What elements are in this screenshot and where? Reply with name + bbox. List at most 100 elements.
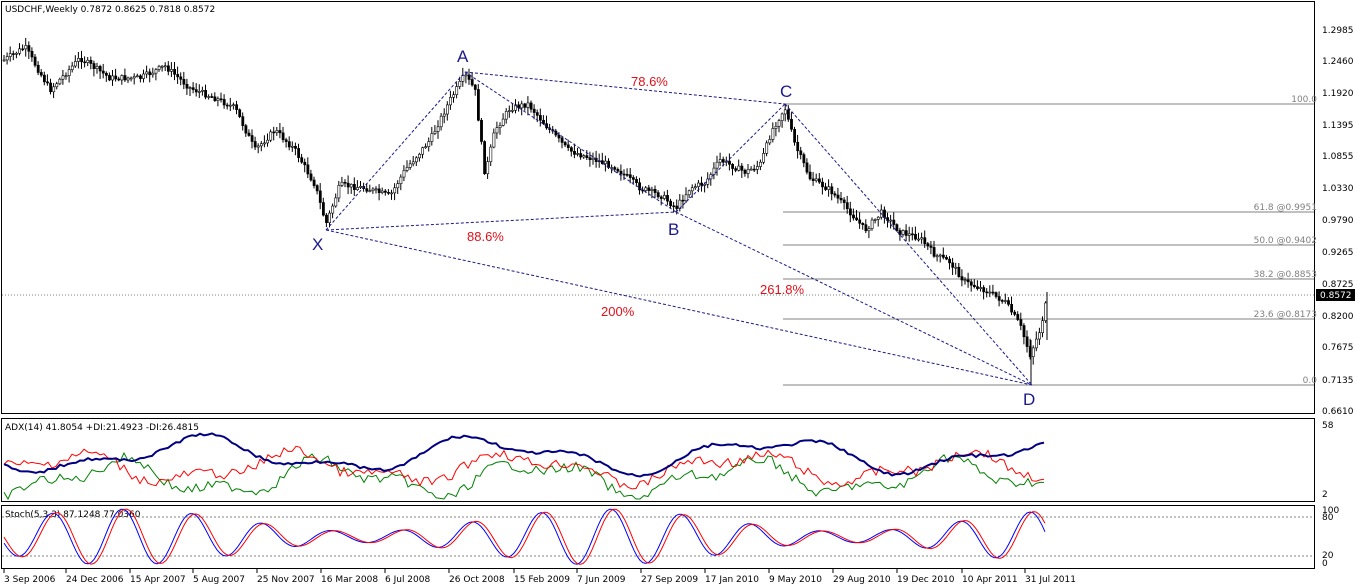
candle-body xyxy=(802,154,806,164)
candle-body xyxy=(464,74,468,77)
candle-body xyxy=(21,48,25,51)
candle-body xyxy=(179,76,183,80)
harmonic-pattern[interactable] xyxy=(325,71,1033,386)
candle-body xyxy=(225,104,229,107)
stoch-panel-frame xyxy=(1,505,1315,569)
candle-body xyxy=(684,194,688,202)
candle-body xyxy=(790,119,793,130)
candle-body xyxy=(421,147,425,155)
candle-body xyxy=(167,65,170,72)
candle-body xyxy=(173,69,177,75)
candle-body xyxy=(241,116,245,126)
candle-body xyxy=(207,96,211,98)
candle-body xyxy=(616,169,620,172)
candle-body xyxy=(151,72,155,76)
main-panel-frame xyxy=(1,1,1315,414)
fibonacci-retracement[interactable]: 100.0 61.8 @0.9951 50.0 @0.9402 38.2 @0.… xyxy=(783,95,1317,386)
candle-body xyxy=(334,197,338,207)
line-ac xyxy=(464,71,786,105)
candle-body xyxy=(870,219,874,229)
stoch-tick-0: 0 xyxy=(1322,559,1328,569)
candle-body xyxy=(737,165,741,171)
candle-body xyxy=(523,103,527,108)
stochastic-indicator xyxy=(3,508,1046,565)
candle-body xyxy=(132,76,136,79)
candle-body xyxy=(414,157,418,163)
line-xb xyxy=(325,211,677,231)
candle-body xyxy=(182,79,186,85)
candle-body xyxy=(269,131,273,141)
time-tick-label: 16 Mar 2008 xyxy=(321,575,378,585)
candle-body xyxy=(774,126,778,129)
candle-body xyxy=(2,59,6,62)
candle-body xyxy=(579,153,583,158)
candle-body xyxy=(185,83,189,89)
candle-body xyxy=(576,153,580,155)
candle-body xyxy=(216,98,220,101)
candle-body xyxy=(842,199,846,203)
price-tick: 1.0855 xyxy=(1322,152,1354,162)
price-tick: 1.0330 xyxy=(1322,184,1354,194)
candle-body xyxy=(489,146,493,162)
candle-body xyxy=(991,291,995,294)
candle-body xyxy=(532,108,536,113)
candle-body xyxy=(666,195,669,202)
ratio-786-label: 78.6% xyxy=(631,74,668,89)
candle-body xyxy=(247,132,251,136)
candle-body xyxy=(294,146,297,149)
point-d-label: D xyxy=(1023,390,1035,409)
candle-body xyxy=(889,219,893,222)
candle-body xyxy=(24,45,28,50)
candle-body xyxy=(569,147,573,152)
stoch-tick-80: 80 xyxy=(1322,513,1334,523)
candle-body xyxy=(929,245,933,248)
candle-body xyxy=(821,181,824,188)
candle-body xyxy=(371,188,375,191)
time-tick-label: 17 Jan 2010 xyxy=(705,575,759,585)
candle-body xyxy=(697,182,700,187)
candle-body xyxy=(920,237,924,240)
candle-body xyxy=(287,141,291,148)
candle-body xyxy=(855,217,859,221)
candle-body xyxy=(194,89,198,93)
candle-body xyxy=(117,78,121,81)
candle-body xyxy=(418,153,421,159)
candle-body xyxy=(27,45,31,52)
candle-body xyxy=(101,70,105,74)
candle-body xyxy=(145,71,149,75)
candle-body xyxy=(641,189,645,192)
candle-body xyxy=(480,119,483,142)
candle-body xyxy=(830,186,834,195)
candle-body xyxy=(278,130,282,134)
candle-body xyxy=(452,94,456,98)
candle-body xyxy=(734,168,738,171)
current-price-value: 0.8572 xyxy=(1320,291,1352,301)
candle-body xyxy=(883,209,886,218)
adx-tick-high: 58 xyxy=(1322,421,1334,431)
candle-body xyxy=(638,182,642,191)
ratio-886-label: 88.6% xyxy=(467,229,504,244)
candle-body xyxy=(951,262,955,268)
candle-body xyxy=(994,292,998,297)
candle-body xyxy=(700,182,704,186)
candle-body xyxy=(80,58,84,63)
candle-body xyxy=(585,155,589,158)
candle-body xyxy=(604,160,607,164)
candle-body xyxy=(538,115,542,121)
time-tick-label: 19 Dec 2010 xyxy=(897,575,955,585)
candle-body xyxy=(436,126,440,132)
candle-body xyxy=(108,75,111,81)
candle-body xyxy=(337,185,341,199)
candle-body xyxy=(706,178,710,185)
stoch-tick-20: 20 xyxy=(1322,551,1334,561)
line-xd xyxy=(325,229,1033,386)
candle-body xyxy=(8,53,12,57)
candle-body xyxy=(105,72,108,76)
candle-body xyxy=(473,84,477,90)
candle-body xyxy=(1022,325,1026,338)
candle-body xyxy=(997,296,1001,301)
candle-body xyxy=(331,205,335,214)
candle-body xyxy=(272,131,276,134)
adx-line xyxy=(3,432,1045,478)
